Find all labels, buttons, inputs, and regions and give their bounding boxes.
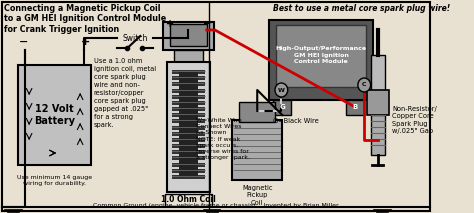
Bar — [172, 150, 205, 154]
Bar — [346, 100, 364, 115]
Bar — [367, 90, 389, 115]
Bar — [172, 157, 205, 160]
Text: G=Black Wire: G=Black Wire — [273, 118, 319, 124]
Bar — [179, 72, 198, 177]
Text: Common Ground (engine, vehicle frame or chassis)    Invented by Brian Miller: Common Ground (engine, vehicle frame or … — [93, 203, 338, 208]
Text: −: − — [19, 37, 28, 47]
Text: High-Output/Performance
GM HEI Ignition
Control Module: High-Output/Performance GM HEI Ignition … — [275, 46, 366, 64]
Bar — [172, 175, 205, 179]
Text: −: − — [202, 19, 211, 29]
Bar — [172, 138, 205, 142]
Bar — [239, 102, 275, 122]
Circle shape — [358, 78, 371, 92]
Bar — [371, 115, 385, 155]
Text: W: W — [278, 88, 285, 92]
Bar — [170, 24, 207, 46]
Bar — [273, 100, 292, 115]
Circle shape — [275, 83, 288, 97]
Bar — [172, 126, 205, 130]
Bar — [172, 76, 205, 80]
Bar — [172, 163, 205, 167]
Text: Use minimum 14 gauge
wiring for durability.: Use minimum 14 gauge wiring for durabili… — [17, 175, 92, 186]
Bar — [172, 89, 205, 92]
Bar — [232, 120, 283, 180]
Text: Connecting a Magnetic Pickup Coil
to a GM HEI Ignition Control Module
for Crank : Connecting a Magnetic Pickup Coil to a G… — [4, 4, 166, 34]
Text: W=White Wire
Connect Wires
As Shown
NOTE: If weak
spark occurs,
reverse wires fo: W=White Wire Connect Wires As Shown NOTE… — [196, 118, 250, 160]
Bar — [276, 25, 366, 87]
Bar — [172, 144, 205, 148]
Bar — [172, 82, 205, 86]
Bar — [172, 132, 205, 136]
Bar — [172, 119, 205, 123]
Bar — [172, 113, 205, 117]
Text: B: B — [353, 104, 358, 110]
Text: G: G — [279, 104, 285, 110]
Text: C: C — [362, 82, 366, 88]
Bar — [172, 107, 205, 111]
Text: +: + — [166, 19, 174, 29]
Bar — [167, 62, 210, 192]
Bar — [172, 95, 205, 99]
Bar — [172, 70, 205, 74]
Text: 1.0 Ohm Coil: 1.0 Ohm Coil — [161, 196, 216, 204]
Bar — [371, 55, 385, 110]
Bar — [172, 169, 205, 173]
Bar — [269, 20, 374, 100]
Text: Magnetic
Pickup
Coil: Magnetic Pickup Coil — [242, 185, 273, 206]
Bar — [172, 101, 205, 105]
Bar — [163, 22, 214, 50]
Text: Use a 1.0 ohm
ignition coil, metal
core spark plug
wire and non-
resistor/copper: Use a 1.0 ohm ignition coil, metal core … — [94, 58, 156, 128]
Text: Non-Resistor/
Copper Core
Spark Plug
w/.025" Gap: Non-Resistor/ Copper Core Spark Plug w/.… — [392, 106, 437, 134]
Text: +: + — [81, 37, 90, 47]
Bar — [174, 50, 203, 62]
Text: Best to use a metal core spark plug wire!: Best to use a metal core spark plug wire… — [273, 4, 450, 13]
Text: Switch: Switch — [122, 34, 147, 43]
Text: 12 Volt
Battery: 12 Volt Battery — [34, 104, 75, 126]
Bar — [18, 65, 91, 165]
Bar — [165, 194, 212, 206]
